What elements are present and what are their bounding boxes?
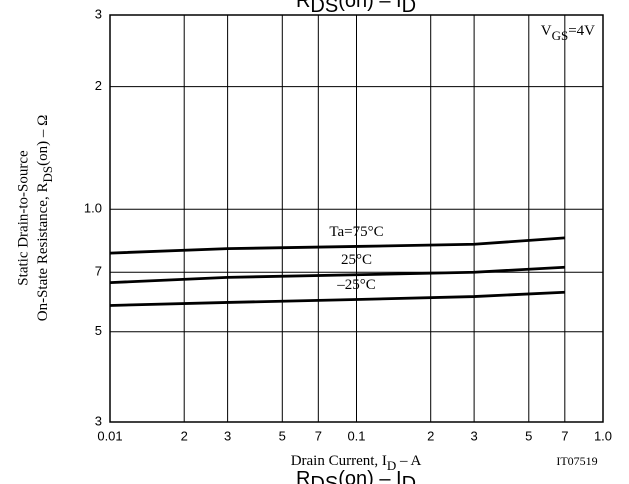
y-tick-label: 7 bbox=[95, 264, 102, 279]
y-label-line: On-State Resistance, RDS(on) – Ω bbox=[35, 115, 55, 322]
x-tick-label: 0.1 bbox=[347, 428, 365, 443]
data-line bbox=[109, 265, 565, 285]
y-tick-label: 1.0 bbox=[84, 201, 102, 216]
series-label: 25°C bbox=[341, 252, 372, 268]
y-label-line: Static Drain-to-Source bbox=[15, 150, 31, 286]
x-tick-label: 2 bbox=[427, 428, 434, 443]
chart-title: RDS(on) – ID bbox=[296, 0, 416, 17]
data-line bbox=[109, 290, 565, 307]
x-axis-label: Drain Current, ID – A bbox=[291, 453, 422, 473]
y-tick-label: 2 bbox=[95, 78, 102, 93]
caption: RDS(on) – ID bbox=[296, 468, 416, 484]
y-tick-label: 5 bbox=[95, 323, 102, 338]
x-tick-label: 3 bbox=[224, 428, 231, 443]
x-tick-label: 7 bbox=[561, 428, 568, 443]
x-tick-label: 2 bbox=[181, 428, 188, 443]
x-tick-label: 0.01 bbox=[97, 428, 122, 443]
figure-code: IT07519 bbox=[556, 454, 597, 468]
y-tick-label: 3 bbox=[95, 6, 102, 21]
plot-frame bbox=[109, 14, 604, 423]
x-tick-label: 1.0 bbox=[594, 428, 612, 443]
x-tick-label: 5 bbox=[279, 428, 286, 443]
data-line bbox=[109, 236, 565, 255]
x-tick-label: 3 bbox=[470, 428, 477, 443]
annotation: VGS=4V bbox=[541, 23, 595, 43]
x-tick-label: 7 bbox=[315, 428, 322, 443]
x-tick-label: 5 bbox=[525, 428, 532, 443]
y-tick-label: 3 bbox=[95, 413, 102, 428]
series-label: Ta=75°C bbox=[329, 224, 383, 240]
y-axis-label: Static Drain-to-Source On-State Resistan… bbox=[15, 115, 55, 322]
series-label: –25°C bbox=[336, 277, 376, 293]
